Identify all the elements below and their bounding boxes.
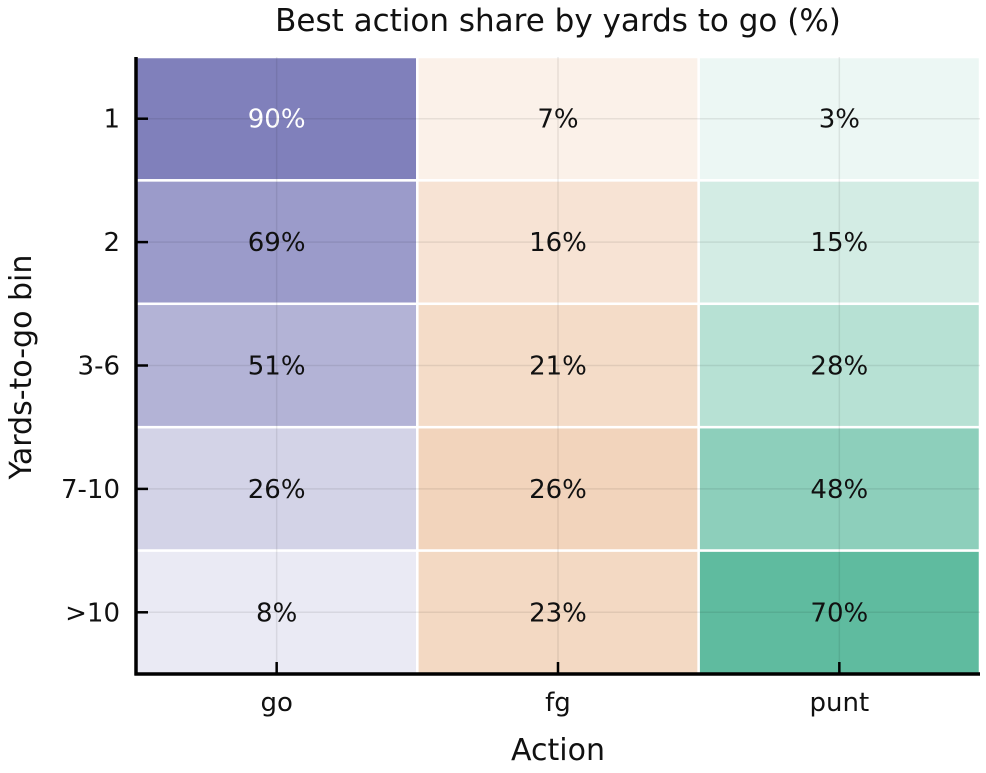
cell-value-label: 28%: [810, 352, 868, 382]
y-tick-label: 1: [103, 105, 120, 135]
heatmap-cell: [134, 55, 419, 182]
cell-value-label: 21%: [529, 352, 587, 382]
cell-value-label: 23%: [529, 598, 587, 628]
cell-value-label: 90%: [248, 105, 306, 135]
y-tick-label: 2: [103, 228, 120, 258]
cell-value-label: 7%: [537, 105, 578, 135]
cell-value-label: 15%: [810, 228, 868, 258]
cell-value-label: 3%: [819, 105, 860, 135]
x-tick-label: punt: [810, 688, 870, 718]
chart-title: Best action share by yards to go (%): [275, 3, 841, 39]
y-tick-label: 7-10: [61, 475, 120, 505]
heatmap-cell: [416, 55, 700, 182]
cell-value-label: 26%: [529, 475, 587, 505]
x-axis-title: Action: [511, 733, 605, 768]
heatmap-cell: [416, 549, 700, 676]
gridlines: [136, 57, 980, 674]
y-tick-label: >10: [65, 598, 120, 628]
cell-value-label: 69%: [248, 228, 306, 258]
tick-labels: go fg punt 1 2 3-6 7-10 >10: [61, 105, 869, 718]
x-tick-label: fg: [545, 688, 571, 718]
heatmap-cell: [697, 179, 982, 306]
cell-value-label: 70%: [810, 598, 868, 628]
cell-value-label: 48%: [810, 475, 868, 505]
cell-labels: 90% 7% 3% 69% 16% 15% 51% 21% 28% 26% 26% 48% 8% 23% 7…: [248, 105, 868, 629]
heatmap-cell: [697, 549, 982, 676]
heatmap-cell: [134, 179, 419, 306]
y-tick-label: 3-6: [78, 352, 120, 382]
heatmap-cell: [416, 302, 700, 429]
x-tick-label: go: [260, 688, 292, 718]
cell-value-label: 26%: [248, 475, 306, 505]
cell-value-label: 51%: [248, 352, 306, 382]
cell-value-label: 16%: [529, 228, 587, 258]
y-axis-title: Yards-to-go bin: [4, 255, 39, 481]
heatmap-cell: [134, 425, 419, 552]
heatmap-cells: [134, 55, 982, 676]
heatmap-cell: [697, 55, 982, 182]
heatmap-cell: [697, 425, 982, 552]
cell-value-label: 8%: [256, 598, 297, 628]
